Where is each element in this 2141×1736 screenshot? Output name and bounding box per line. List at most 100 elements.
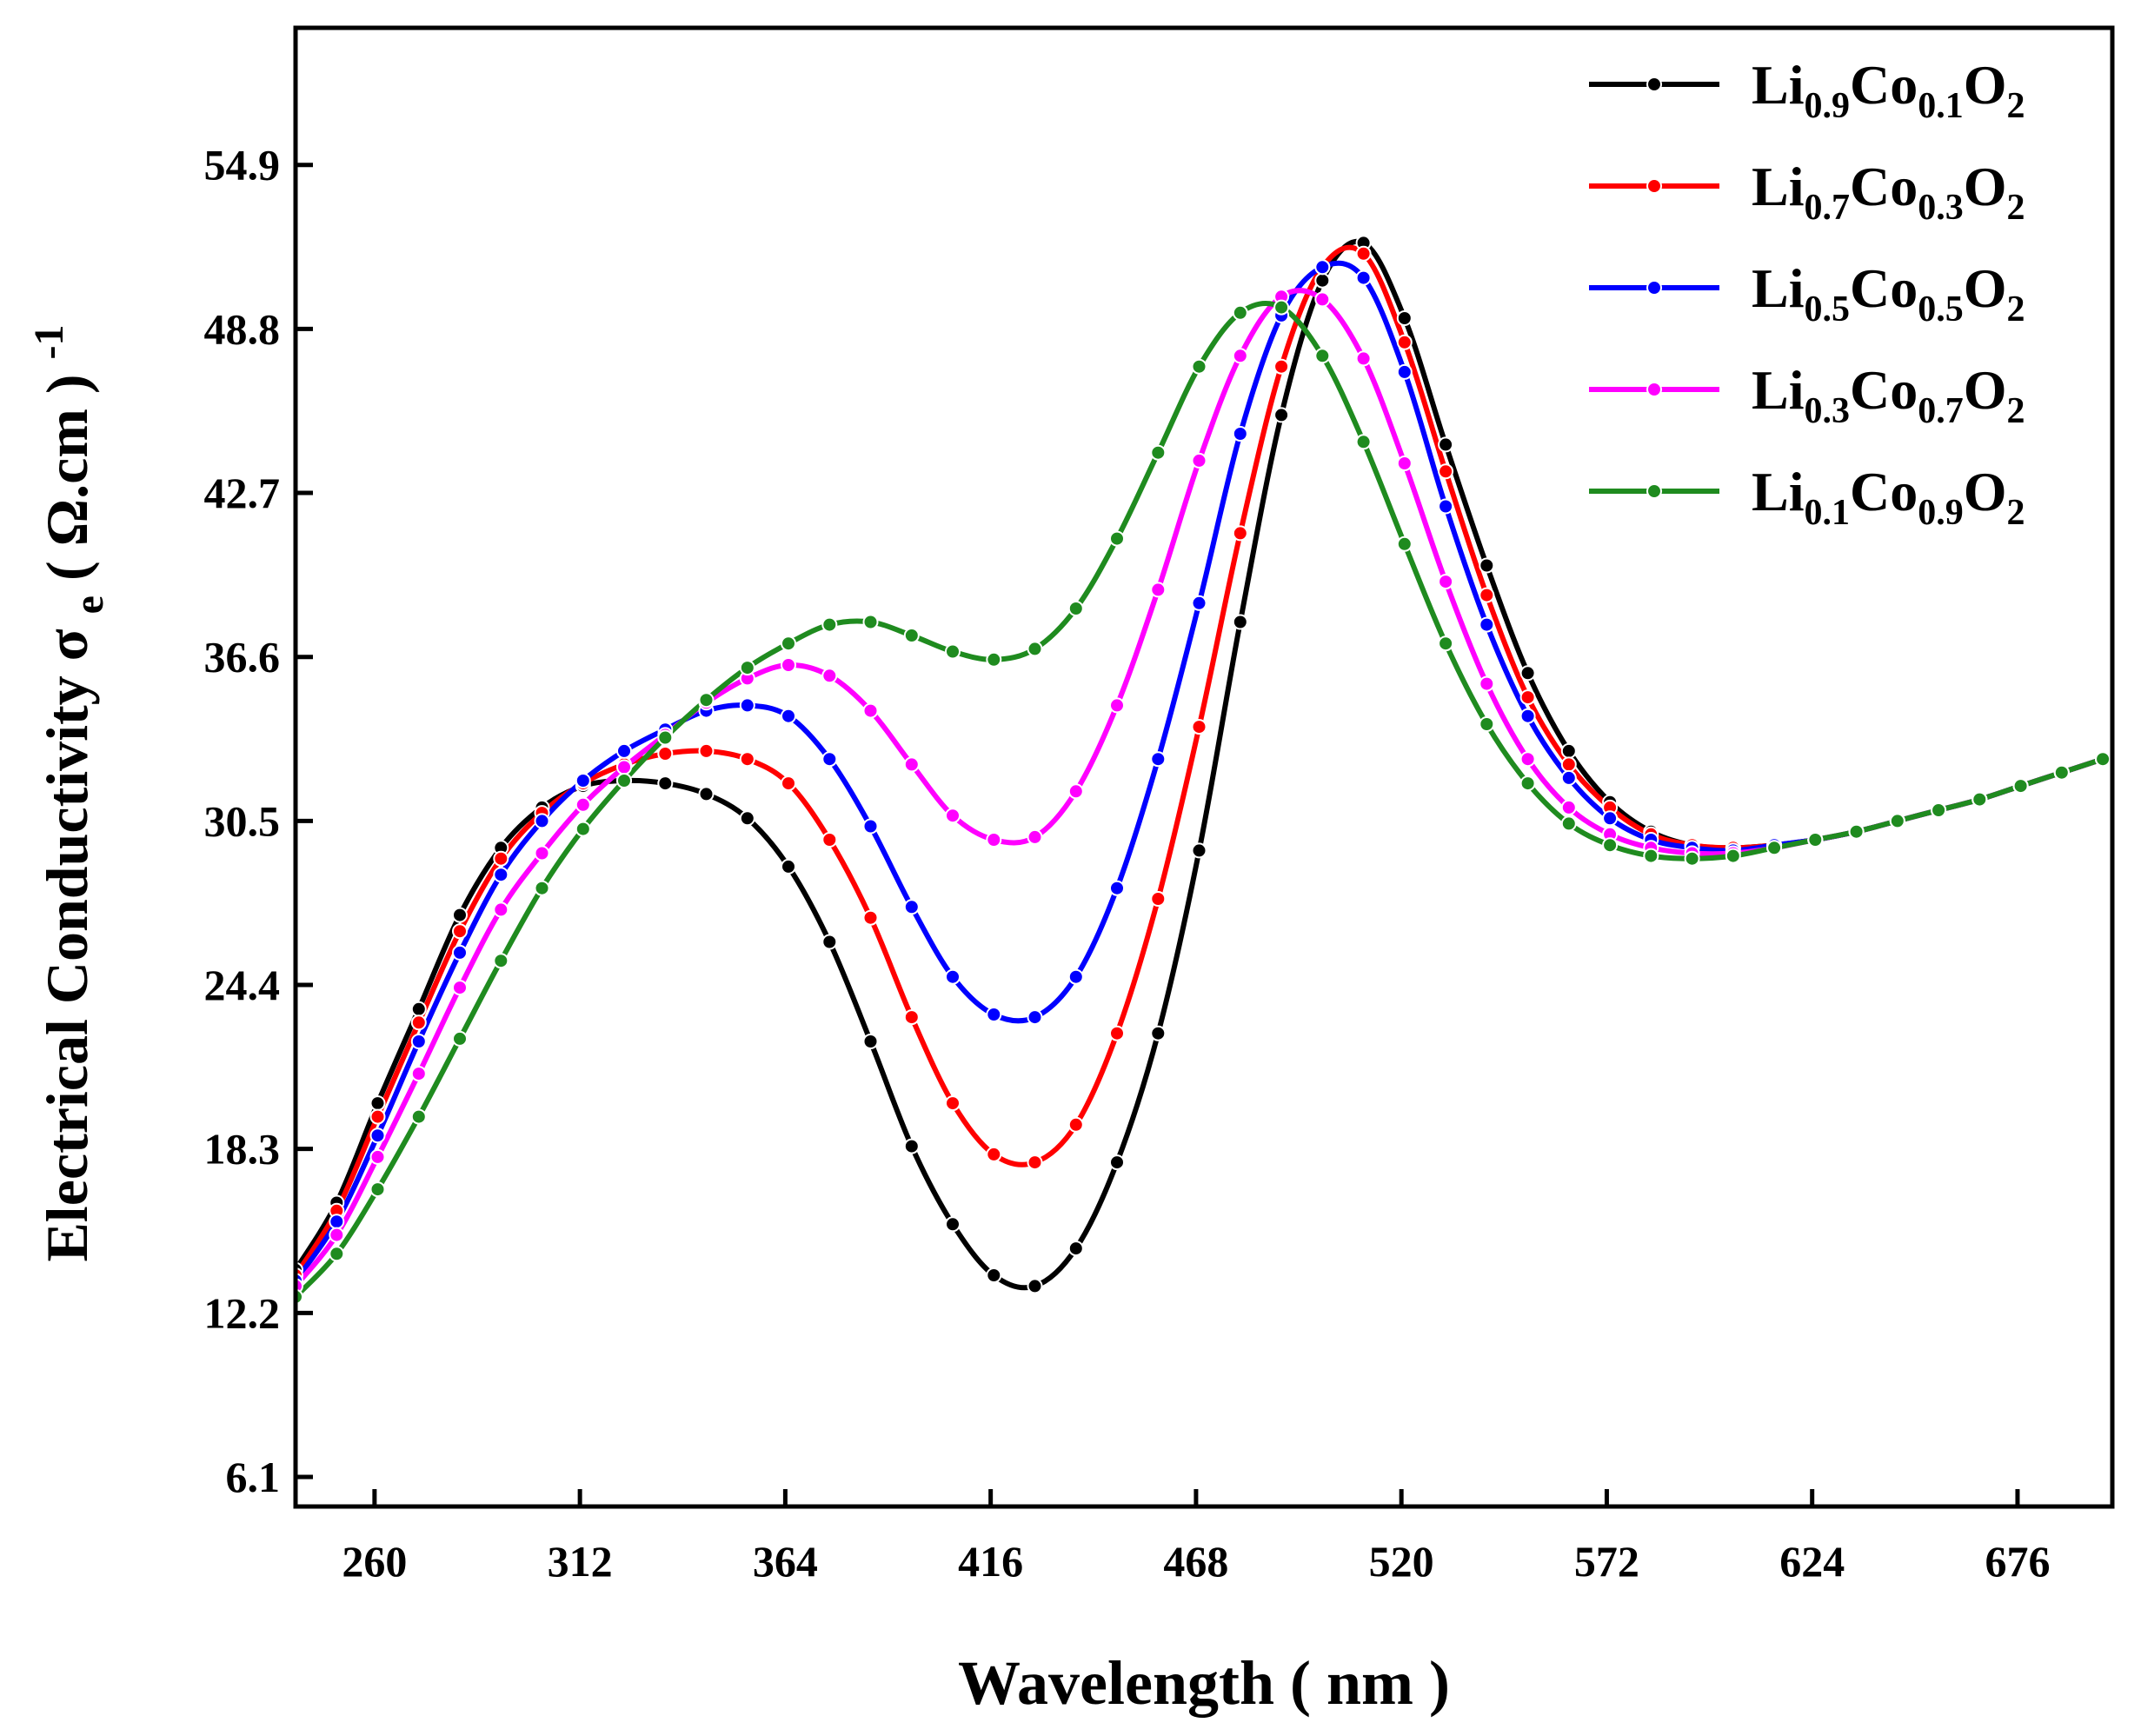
legend-swatch-marker: [1646, 76, 1662, 92]
data-point-s3-32: [1560, 769, 1577, 786]
data-point-s4-5: [452, 980, 468, 996]
data-point-s1-15: [862, 1034, 879, 1049]
x-tick-label-4: 416: [958, 1537, 1023, 1586]
series-line-4: [296, 288, 2104, 1288]
data-point-s5-42: [1971, 791, 1988, 808]
data-point-s3-3: [369, 1127, 386, 1144]
y-tick-label-5: 30.5: [204, 796, 281, 845]
data-point-s3-13: [781, 708, 796, 724]
data-point-s4-21: [1109, 697, 1125, 714]
data-point-s3-19: [1027, 1009, 1043, 1026]
data-point-s5-32: [1560, 815, 1577, 832]
data-point-s4-7: [534, 845, 550, 861]
data-point-s1-29: [1438, 436, 1454, 453]
legend: Li0.9Co0.1O2 Li0.7Co0.3O2 Li0.5Co0.5O2 Li0.…: [1589, 54, 2025, 533]
data-point-s4-18: [986, 832, 1002, 848]
data-point-s5-28: [1396, 535, 1413, 552]
data-point-s2-20: [1067, 1116, 1084, 1133]
data-point-s3-21: [1109, 880, 1125, 896]
legend-label: Li0.5Co0.5O2: [1752, 257, 2025, 329]
data-point-s2-14: [821, 832, 838, 848]
y-tick-label-9: 54.9: [204, 141, 281, 190]
data-point-s3-14: [821, 751, 838, 768]
data-point-s1-4: [410, 1001, 427, 1017]
data-point-s2-19: [1027, 1154, 1043, 1171]
data-point-s3-29: [1438, 498, 1454, 515]
data-point-s2-13: [781, 775, 796, 792]
data-point-s5-38: [1807, 832, 1824, 848]
data-point-s2-22: [1150, 891, 1167, 907]
data-point-s4-2: [329, 1227, 345, 1243]
data-point-s4-31: [1519, 751, 1536, 768]
x-tick-label-8: 624: [1779, 1537, 1845, 1586]
data-point-s1-11: [698, 786, 715, 802]
data-point-s1-20: [1067, 1240, 1084, 1257]
data-point-s4-14: [821, 668, 838, 684]
data-point-s1-25: [1273, 407, 1290, 423]
data-point-s5-43: [2012, 778, 2029, 795]
data-point-s2-12: [739, 751, 755, 768]
data-point-s5-21: [1109, 530, 1125, 547]
data-point-s3-6: [493, 867, 509, 883]
y-tick-label-8: 48.8: [204, 304, 281, 353]
data-point-s5-12: [739, 660, 755, 676]
data-point-s4-26: [1314, 291, 1331, 308]
data-point-s4-23: [1191, 452, 1207, 469]
legend-swatch-marker: [1646, 382, 1662, 397]
data-point-s5-3: [369, 1181, 386, 1198]
data-point-s3-33: [1602, 810, 1619, 827]
data-point-s1-28: [1396, 310, 1413, 326]
data-point-s2-30: [1479, 587, 1495, 603]
legend-swatch-marker: [1646, 483, 1662, 499]
data-point-s5-4: [410, 1108, 427, 1125]
data-point-s5-34: [1643, 848, 1659, 864]
data-point-s2-28: [1396, 334, 1413, 350]
data-point-s5-39: [1848, 823, 1865, 840]
x-tick-label-1: 260: [342, 1537, 407, 1586]
data-point-s5-20: [1067, 601, 1084, 616]
data-point-s3-20: [1067, 968, 1084, 985]
data-point-s5-9: [616, 773, 632, 788]
data-point-s5-17: [945, 643, 961, 660]
data-point-s2-25: [1273, 358, 1290, 375]
y-tick-label-3: 18.3: [204, 1125, 281, 1174]
data-point-s4-13: [781, 657, 796, 673]
data-point-s3-18: [986, 1007, 1002, 1022]
data-point-s1-18: [986, 1267, 1002, 1283]
data-point-s4-24: [1232, 348, 1248, 364]
y-tick-label-6: 36.6: [204, 633, 281, 682]
data-point-s5-33: [1602, 837, 1619, 854]
data-point-s4-20: [1067, 783, 1084, 800]
data-point-s3-30: [1479, 616, 1495, 633]
data-point-s1-31: [1519, 665, 1536, 682]
data-point-s2-31: [1519, 689, 1536, 706]
data-point-s1-21: [1109, 1154, 1125, 1171]
x-tick-label-7: 572: [1574, 1537, 1639, 1586]
data-point-s5-37: [1766, 840, 1783, 856]
data-point-s3-7: [534, 813, 550, 829]
data-point-s5-30: [1479, 716, 1495, 732]
data-point-s2-27: [1355, 245, 1372, 262]
data-point-s5-5: [452, 1030, 468, 1047]
data-point-s2-6: [493, 850, 509, 867]
data-point-s5-45: [2095, 751, 2111, 768]
y-axis-title: Electrical Conductivity σ e ( Ω.cm ) -1: [26, 324, 112, 1261]
data-point-s1-14: [821, 934, 838, 950]
data-point-s3-5: [452, 944, 468, 961]
legend-item-4: Li0.3Co0.7O2: [1589, 359, 2025, 431]
data-point-s1-5: [452, 907, 468, 923]
y-axis-title-subscript: e: [66, 595, 112, 614]
data-point-s2-29: [1438, 463, 1454, 480]
legend-swatch-marker: [1646, 280, 1662, 296]
x-tick-label-5: 468: [1163, 1537, 1228, 1586]
data-point-s5-23: [1191, 358, 1207, 375]
legend-item-3: Li0.5Co0.5O2: [1589, 257, 2025, 329]
data-point-s5-31: [1519, 775, 1536, 792]
data-point-s3-17: [945, 968, 961, 985]
data-point-s3-31: [1519, 708, 1536, 724]
data-point-s4-15: [862, 702, 879, 719]
data-point-s5-35: [1684, 850, 1700, 867]
data-point-s1-3: [369, 1095, 386, 1112]
data-point-s3-12: [739, 697, 755, 714]
data-point-s5-10: [657, 729, 674, 746]
